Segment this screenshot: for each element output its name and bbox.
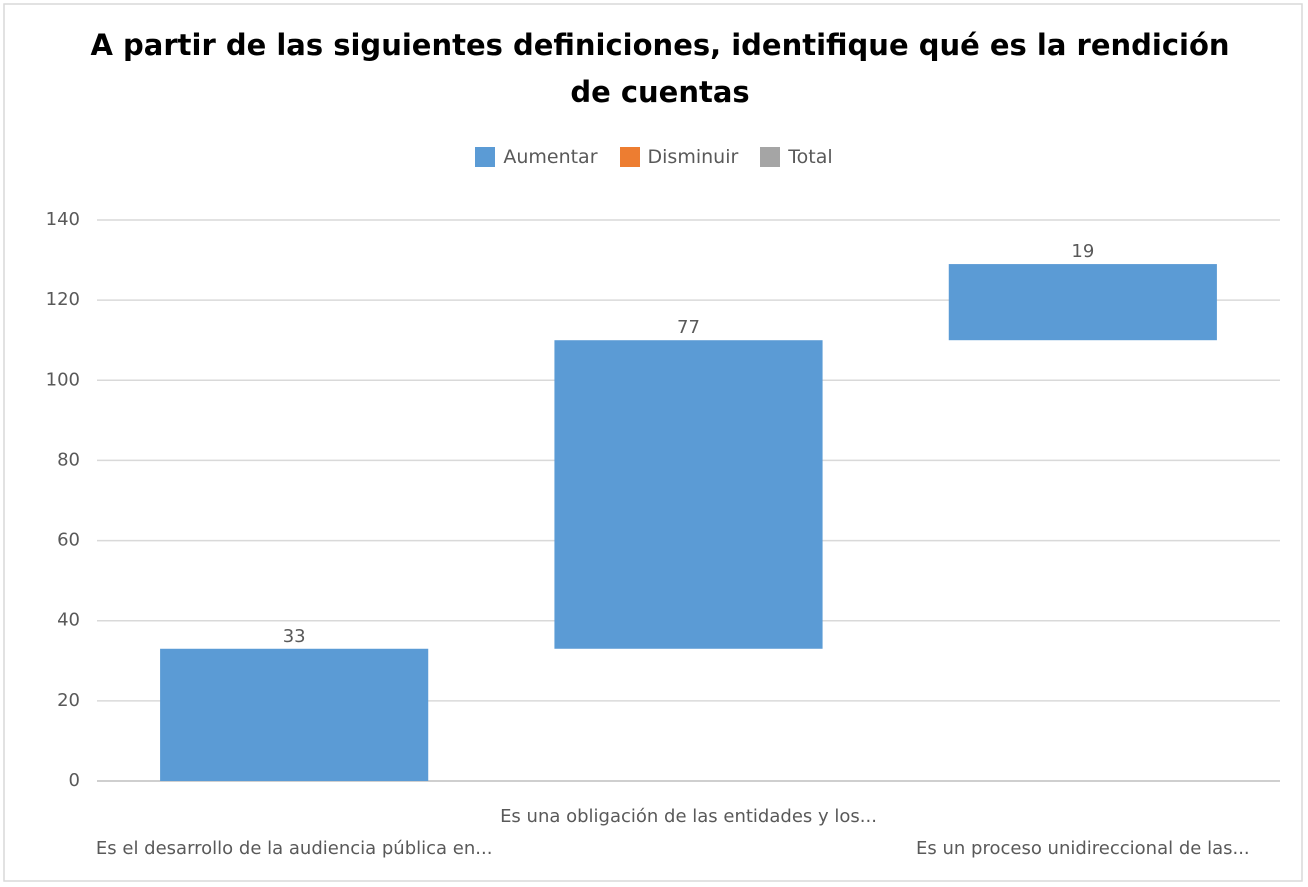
y-tick-label: 60 [57,530,80,551]
legend-item: Total [760,146,833,168]
y-tick-label: 140 [46,209,80,230]
legend-label: Disminuir [647,146,739,168]
legend-swatch [475,147,496,167]
data-label: 33 [283,626,306,647]
x-tick-label: Es una obligación de las entidades y los… [500,806,877,827]
y-tick-label: 100 [46,369,80,390]
y-tick-label: 40 [57,610,80,631]
legend-item: Disminuir [619,146,739,168]
data-label: 19 [1071,241,1094,262]
bar [554,340,823,649]
legend-label: Total [788,146,833,168]
data-label: 77 [677,317,700,338]
bar [948,264,1217,341]
legend-swatch [619,147,640,167]
x-tick-label: Es el desarrollo de la audiencia pública… [96,838,493,859]
y-tick-label: 80 [57,449,80,470]
y-tick-label: 120 [46,289,80,310]
y-tick-label: 20 [57,690,80,711]
y-tick-label: 0 [69,770,80,791]
legend-label: Aumentar [503,146,598,168]
x-tick-label: Es un proceso unidireccional de las... [916,838,1250,859]
chart-title: A partir de las siguientes definiciones,… [90,28,1230,109]
legend-swatch [760,147,781,167]
bar [160,648,429,781]
legend-item: Aumentar [475,146,598,168]
legend: Aumentar Disminuir Total [0,146,1308,168]
